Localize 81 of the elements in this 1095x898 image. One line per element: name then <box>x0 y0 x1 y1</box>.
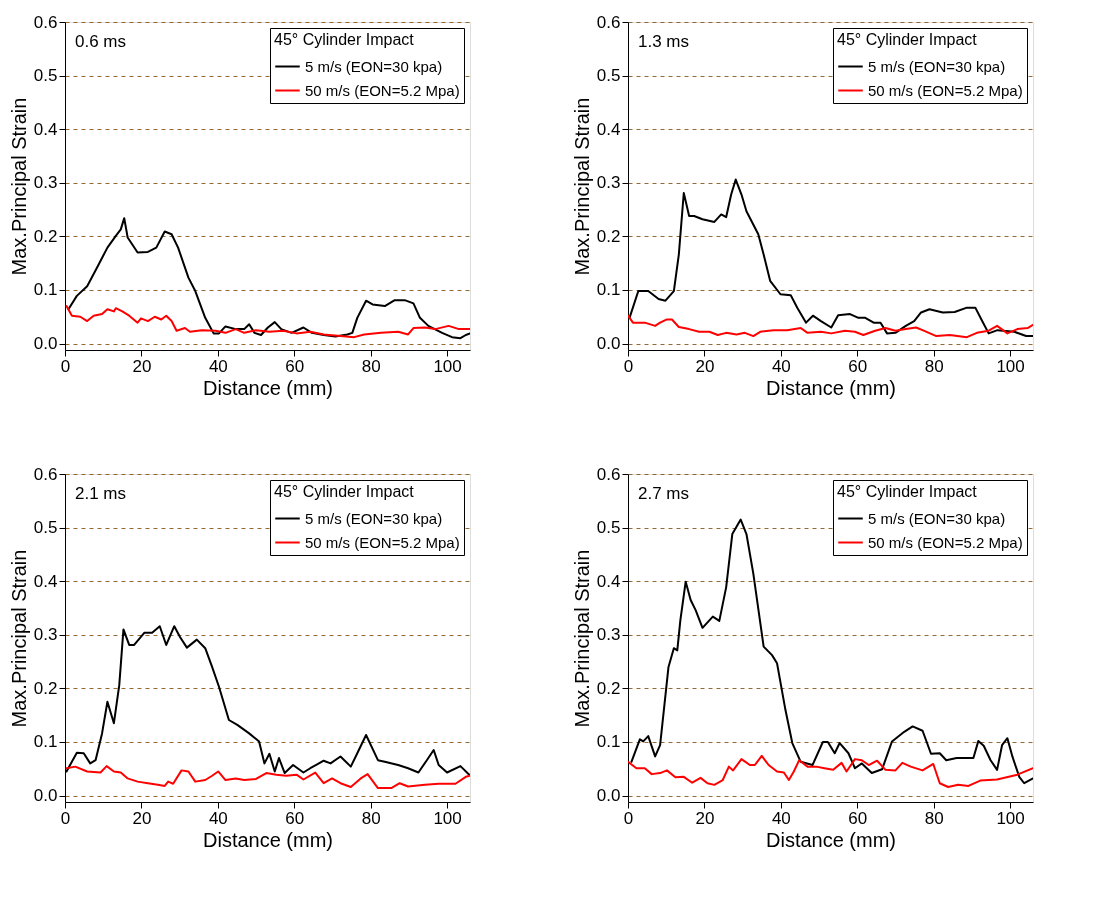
y-tick-label: 0.0 <box>33 334 58 354</box>
line-series <box>65 765 470 790</box>
annotation: 1.3 ms <box>638 32 690 51</box>
legend-label: 5 m/s (EON=30 kpa) <box>305 509 443 527</box>
legend-label: 50 m/s (EON=5.2 Mpa) <box>305 81 460 99</box>
y-tick-label: 0.2 <box>596 678 621 698</box>
x-tick-label: 40 <box>771 356 791 376</box>
y-tick-label: 0.2 <box>596 226 621 246</box>
x-tick-label: 0 <box>623 356 634 376</box>
x-tick-label: 60 <box>285 808 305 828</box>
y-tick-label: 0.4 <box>33 119 58 139</box>
legend-title: 45° Cylinder Impact <box>837 31 978 48</box>
x-tick-label: 100 <box>433 808 462 828</box>
line-series <box>628 754 1033 788</box>
x-tick-label: 60 <box>848 808 868 828</box>
y-axis-title: Max.Principal Strain <box>7 97 30 276</box>
x-tick-label: 20 <box>695 808 715 828</box>
y-tick-label: 0.5 <box>596 66 621 86</box>
x-axis-title: Distance (mm) <box>202 376 334 399</box>
x-tick-label: 40 <box>208 356 228 376</box>
y-tick-label: 0.5 <box>33 518 58 538</box>
y-tick-label: 0.3 <box>33 173 58 193</box>
line-series <box>628 314 1033 339</box>
y-tick-label: 0.4 <box>33 571 58 591</box>
y-tick-label: 0.6 <box>596 464 621 484</box>
x-tick-label: 20 <box>695 356 715 376</box>
y-tick-label: 0.0 <box>596 786 621 806</box>
line-series <box>67 217 470 340</box>
y-tick-label: 0.1 <box>33 732 58 752</box>
x-axis-title: Distance (mm) <box>202 828 334 851</box>
x-axis-title: Distance (mm) <box>765 376 897 399</box>
y-axis-title: Max.Principal Strain <box>570 97 593 276</box>
y-tick-label: 0.4 <box>596 119 621 139</box>
legend-title: 45° Cylinder Impact <box>274 483 415 500</box>
y-tick-label: 0.6 <box>596 12 621 32</box>
x-tick-label: 20 <box>132 356 152 376</box>
legend-title: 45° Cylinder Impact <box>837 483 978 500</box>
y-tick-label: 0.6 <box>33 464 58 484</box>
annotation: 2.7 ms <box>638 484 690 503</box>
y-tick-label: 0.1 <box>596 732 621 752</box>
y-tick-label: 0.3 <box>596 173 621 193</box>
y-axis-title: Max.Principal Strain <box>7 549 30 728</box>
x-tick-label: 80 <box>924 808 944 828</box>
y-tick-label: 0.0 <box>596 334 621 354</box>
y-tick-label: 0.1 <box>596 280 621 300</box>
x-tick-label: 60 <box>285 356 305 376</box>
line-series <box>65 305 470 339</box>
y-tick-label: 0.1 <box>33 280 58 300</box>
x-tick-label: 100 <box>996 356 1025 376</box>
x-tick-label: 80 <box>361 808 381 828</box>
legend-label: 5 m/s (EON=30 kpa) <box>868 57 1006 75</box>
x-tick-label: 80 <box>924 356 944 376</box>
y-tick-label: 0.0 <box>33 786 58 806</box>
y-tick-label: 0.5 <box>33 66 58 86</box>
legend-label: 50 m/s (EON=5.2 Mpa) <box>868 533 1023 551</box>
x-tick-label: 80 <box>361 356 381 376</box>
x-tick-label: 20 <box>132 808 152 828</box>
x-tick-label: 100 <box>433 356 462 376</box>
legend-title: 45° Cylinder Impact <box>274 31 415 48</box>
legend-label: 50 m/s (EON=5.2 Mpa) <box>868 81 1023 99</box>
y-tick-label: 0.3 <box>596 625 621 645</box>
y-tick-label: 0.2 <box>33 226 58 246</box>
annotation: 2.1 ms <box>75 484 127 503</box>
x-tick-label: 60 <box>848 356 868 376</box>
y-tick-label: 0.4 <box>596 571 621 591</box>
legend-label: 50 m/s (EON=5.2 Mpa) <box>305 533 460 551</box>
y-tick-label: 0.2 <box>33 678 58 698</box>
legend-label: 5 m/s (EON=30 kpa) <box>868 509 1006 527</box>
y-tick-label: 0.6 <box>33 12 58 32</box>
annotation: 0.6 ms <box>75 32 127 51</box>
y-tick-label: 0.5 <box>596 518 621 538</box>
x-tick-label: 100 <box>996 808 1025 828</box>
x-tick-label: 40 <box>208 808 228 828</box>
x-tick-label: 0 <box>623 808 634 828</box>
y-tick-label: 0.3 <box>33 625 58 645</box>
x-tick-label: 0 <box>60 356 71 376</box>
x-tick-label: 0 <box>60 808 71 828</box>
legend-label: 5 m/s (EON=30 kpa) <box>305 57 443 75</box>
x-tick-label: 40 <box>771 808 791 828</box>
y-axis-title: Max.Principal Strain <box>570 549 593 728</box>
x-axis-title: Distance (mm) <box>765 828 897 851</box>
